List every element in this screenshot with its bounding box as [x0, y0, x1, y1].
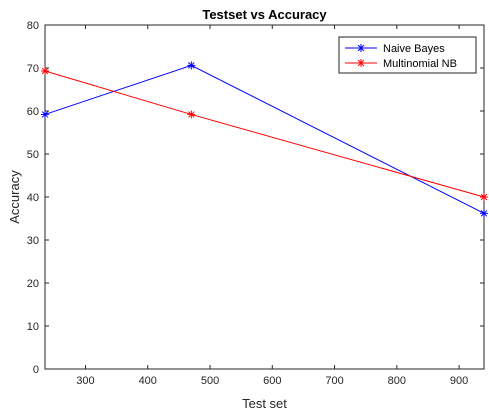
- y-tick-label: 10: [27, 321, 39, 333]
- y-tick-label: 70: [27, 63, 39, 75]
- series-group: [41, 61, 488, 218]
- data-point-series-2: [41, 67, 49, 76]
- y-tick-label: 30: [27, 235, 39, 247]
- legend-marker: [357, 59, 365, 67]
- y-tick-label: 40: [27, 192, 39, 204]
- legend-entry-label: Naive Bayes: [383, 43, 445, 55]
- x-tick-label: 600: [263, 375, 281, 387]
- data-point-series-1: [480, 209, 488, 218]
- data-point-series-2: [187, 110, 196, 119]
- y-axis-label: Accuracy: [7, 170, 22, 224]
- y-tick-label: 80: [27, 20, 39, 32]
- legend-entry-label: Multinomial NB: [383, 58, 457, 70]
- y-tick-label: 60: [27, 106, 39, 118]
- data-point-series-2: [480, 193, 488, 201]
- data-point-series-1: [187, 61, 196, 70]
- x-tick-label: 300: [76, 375, 94, 387]
- y-tick-label: 0: [33, 364, 39, 376]
- x-tick-label: 800: [388, 375, 406, 387]
- x-axis-label: Test set: [242, 396, 287, 411]
- legend-marker: [357, 44, 365, 52]
- y-tick-label: 20: [27, 278, 39, 290]
- x-tick-label: 900: [450, 375, 468, 387]
- x-tick-label: 700: [325, 375, 343, 387]
- chart-title: Testset vs Accuracy: [202, 7, 327, 22]
- plot-area: 0 10 20 30 40 50 60 70 80 300 400 500 600 700 800 900: [27, 20, 488, 387]
- x-tick-label: 500: [201, 375, 219, 387]
- legend: Naive Bayes Multinomial NB: [338, 36, 477, 74]
- data-point-series-1: [41, 110, 49, 119]
- x-tick-label: 400: [139, 375, 157, 387]
- plot-frame: [44, 24, 485, 370]
- legend-box: [338, 36, 477, 74]
- y-tick-label: 50: [27, 149, 39, 161]
